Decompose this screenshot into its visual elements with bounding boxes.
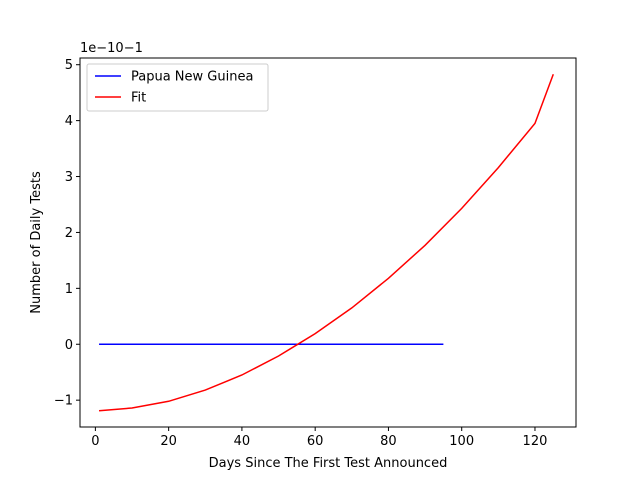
x-tick-label: 60 [307, 434, 324, 449]
legend: Papua New Guinea Fit [86, 63, 269, 112]
x-tick-label: 100 [449, 434, 474, 449]
legend-label-1: Fit [131, 91, 146, 106]
plot-lines [98, 73, 554, 412]
x-tick-label: 40 [234, 434, 251, 449]
y-tick-label: 0 [65, 338, 73, 353]
plot-frame [79, 57, 577, 428]
y-tick-label: 3 [65, 170, 73, 185]
y-tick-label: 4 [65, 114, 73, 129]
y-axis-offset-text: 1e−10−1 [80, 41, 143, 56]
x-tick-label: 120 [523, 434, 548, 449]
y-tick-label: 5 [65, 58, 73, 73]
y-tick-label: −1 [54, 394, 73, 409]
series-line-1 [98, 73, 554, 412]
x-axis-ticks: 0 20 40 60 80 100 120 [91, 427, 547, 449]
y-tick-label: 1 [65, 282, 73, 297]
x-tick-label: 80 [380, 434, 397, 449]
legend-box [86, 63, 269, 112]
x-axis-title: Days Since The First Test Announced [209, 456, 448, 471]
y-axis-ticks: −1 0 1 2 3 4 5 [54, 58, 80, 409]
y-axis-title: Number of Daily Tests [29, 171, 44, 314]
y-tick-label: 2 [65, 226, 73, 241]
x-tick-label: 20 [160, 434, 177, 449]
legend-label-0: Papua New Guinea [131, 70, 253, 85]
x-tick-label: 0 [91, 434, 99, 449]
